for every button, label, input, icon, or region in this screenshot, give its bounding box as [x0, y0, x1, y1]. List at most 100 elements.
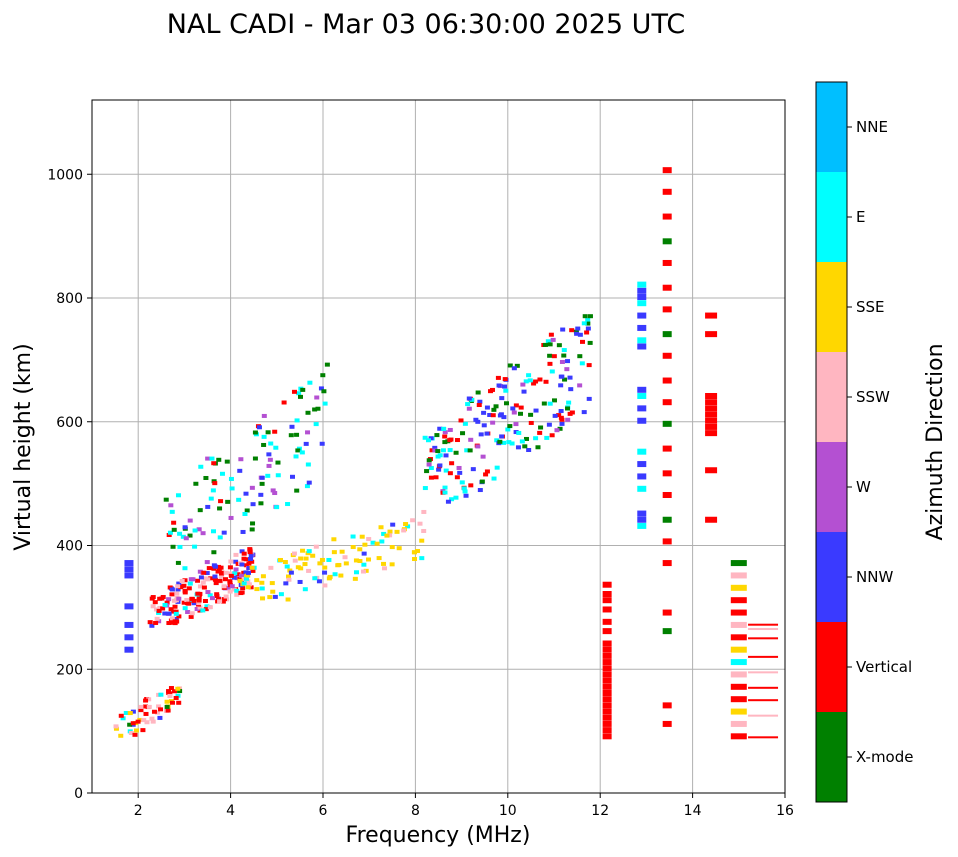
- echo-point: [394, 529, 400, 534]
- echo-point: [470, 467, 476, 472]
- echo-point: [156, 619, 162, 624]
- echo-point: [298, 566, 304, 571]
- echo-point: [484, 469, 490, 474]
- echo-point: [297, 579, 303, 584]
- echo-column-point: [705, 411, 718, 418]
- echo-point: [249, 565, 255, 570]
- echo-point: [568, 387, 574, 392]
- echo-point: [315, 406, 321, 411]
- echo-point: [487, 412, 493, 417]
- echo-point: [221, 597, 227, 602]
- echo-column-point: [705, 417, 718, 424]
- echo-point: [248, 553, 254, 558]
- echo-point: [437, 463, 443, 468]
- echo-column-point: [662, 188, 672, 195]
- echo-point: [216, 457, 222, 462]
- echo-point: [187, 533, 193, 538]
- echo-point: [577, 383, 583, 388]
- echo-point: [533, 408, 539, 413]
- echo-point: [556, 413, 562, 418]
- echo-point: [154, 616, 160, 621]
- echo-point: [317, 561, 323, 566]
- echo-point: [283, 581, 289, 586]
- echo-point: [569, 328, 575, 333]
- echo-point: [259, 586, 265, 591]
- echo-point: [212, 574, 218, 579]
- echo-point: [516, 430, 522, 435]
- echo-point: [261, 434, 267, 439]
- echo-point: [235, 572, 241, 577]
- echo-point: [501, 415, 507, 420]
- echo-point: [167, 530, 173, 535]
- echo-point: [192, 528, 198, 533]
- echo-point: [164, 600, 170, 605]
- y-axis-ticks: 0 200 400 600 800 1000: [47, 167, 92, 802]
- echo-point: [560, 327, 566, 332]
- echo-point: [180, 534, 186, 539]
- echo-point: [306, 568, 312, 573]
- echo-point: [166, 533, 172, 538]
- echo-column-point: [602, 714, 612, 721]
- echo-point: [177, 531, 183, 536]
- echo-point: [289, 424, 295, 429]
- echo-point: [248, 585, 254, 590]
- echo-point: [488, 389, 494, 394]
- echo-point: [166, 611, 172, 616]
- echo-point: [493, 404, 499, 409]
- echo-point: [227, 565, 233, 570]
- echo-point: [205, 577, 211, 582]
- echo-point: [502, 377, 508, 382]
- echo-point: [170, 620, 176, 625]
- echo-point: [150, 719, 156, 724]
- echo-point: [231, 575, 237, 580]
- echo-point: [205, 590, 211, 595]
- echo-point: [506, 440, 512, 445]
- echo-point: [239, 562, 245, 567]
- echo-point: [585, 317, 591, 322]
- echo-point: [305, 430, 311, 435]
- echo-point: [528, 420, 534, 425]
- echo-point: [494, 465, 500, 470]
- echo-point: [490, 420, 496, 425]
- echo-point: [473, 417, 479, 422]
- echo-point: [565, 359, 571, 364]
- echo-point: [147, 620, 153, 625]
- echo-point: [200, 608, 206, 613]
- colorbar-segment: [816, 712, 847, 802]
- echo-point: [211, 550, 217, 555]
- y-tick-label: 200: [56, 662, 83, 678]
- echo-streak: [748, 736, 779, 739]
- echo-column-point: [637, 294, 647, 300]
- echo-point: [513, 422, 519, 427]
- echo-point: [243, 576, 249, 581]
- echo-point: [376, 556, 382, 561]
- echo-column-point: [730, 621, 747, 628]
- echo-column-point: [730, 708, 747, 715]
- echo-column-point: [730, 646, 747, 653]
- x-tick-label: 16: [776, 803, 794, 819]
- echo-point: [197, 605, 203, 610]
- echo-point: [175, 493, 181, 498]
- echo-point: [228, 573, 234, 578]
- echo-streak: [748, 686, 779, 689]
- echo-point: [181, 600, 187, 605]
- echo-point: [468, 483, 474, 488]
- colorbar-segment: [816, 352, 847, 442]
- echo-point: [462, 489, 468, 494]
- echo-streak: [748, 655, 779, 658]
- echo-point: [247, 550, 253, 555]
- echo-column-point: [637, 343, 647, 350]
- y-tick-label: 800: [56, 291, 83, 307]
- echo-point: [275, 473, 281, 478]
- echo-point: [460, 431, 466, 436]
- echo-point: [261, 442, 267, 447]
- echo-column-point: [705, 405, 718, 412]
- echo-point: [574, 331, 580, 336]
- echo-point: [567, 375, 573, 380]
- echo-point: [208, 576, 214, 581]
- echo-point: [551, 354, 557, 359]
- echo-point: [146, 697, 152, 702]
- echo-point: [293, 454, 299, 459]
- echo-point: [303, 441, 309, 446]
- echo-point: [547, 361, 553, 366]
